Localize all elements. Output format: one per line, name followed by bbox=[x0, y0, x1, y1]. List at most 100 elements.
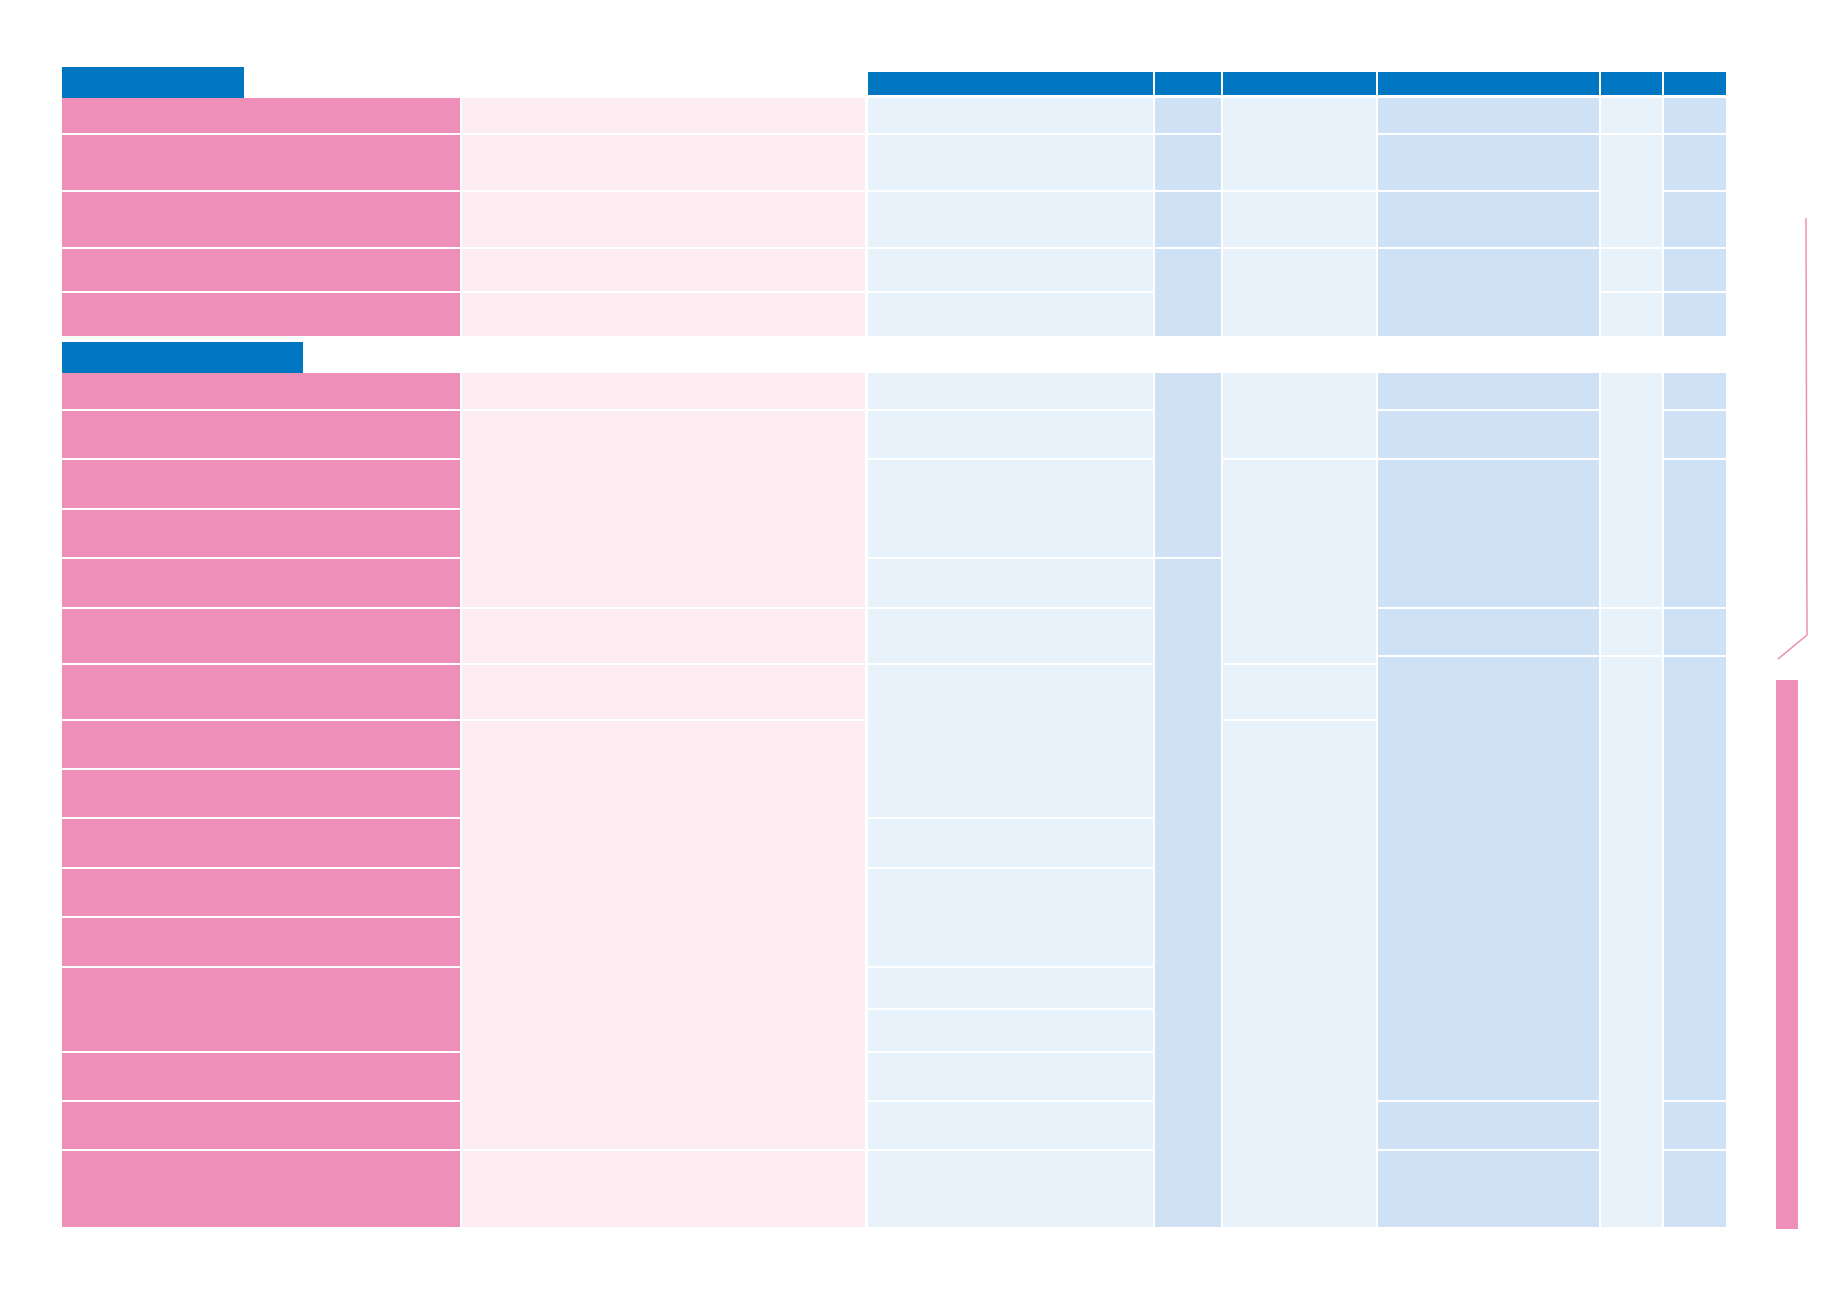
s2-row-10-label bbox=[62, 819, 460, 867]
table-header-col-1 bbox=[868, 72, 1153, 95]
s2-row-11-label bbox=[62, 869, 460, 916]
s2-desc-r1 bbox=[462, 373, 865, 409]
section-2-title-tab bbox=[62, 342, 303, 373]
s2-c3-b bbox=[1223, 460, 1376, 663]
s2-c4-a bbox=[1378, 373, 1599, 409]
s1-cell-c6-r4 bbox=[1664, 249, 1726, 291]
s2-c4-d bbox=[1378, 609, 1599, 655]
s2-c4-g bbox=[1378, 1151, 1599, 1227]
s2-desc-r7 bbox=[462, 665, 865, 719]
s1-row-5-label bbox=[62, 293, 460, 336]
s2-c2-a bbox=[1155, 373, 1221, 557]
s2-c6-d bbox=[1664, 609, 1726, 655]
s1-cell-c3-r1-2 bbox=[1223, 98, 1376, 190]
section-1-title-tab bbox=[62, 67, 244, 98]
s2-row-15-label bbox=[62, 1102, 460, 1149]
s1-row-4-label bbox=[62, 249, 460, 291]
s1-cell-c3-r4-5 bbox=[1223, 249, 1376, 336]
s1-row-2-label bbox=[62, 135, 460, 190]
s2-c3-d bbox=[1223, 721, 1376, 1227]
s1-cell-c4-r3 bbox=[1378, 192, 1599, 247]
table-header-col-2 bbox=[1155, 72, 1221, 95]
s1-cell-c2-r4-5 bbox=[1155, 249, 1221, 336]
s2-row-2-label bbox=[62, 411, 460, 458]
s2-c1-i bbox=[868, 968, 1153, 1008]
s2-c4-f bbox=[1378, 1102, 1599, 1149]
s2-c1-g bbox=[868, 819, 1153, 867]
s2-row-8-label bbox=[62, 721, 460, 768]
s2-row-7-label bbox=[62, 665, 460, 719]
s1-cell-c5-r4 bbox=[1601, 249, 1662, 291]
s2-row-16-label bbox=[62, 1151, 460, 1227]
table-header-col-5 bbox=[1601, 72, 1662, 95]
s2-row-9-label bbox=[62, 770, 460, 817]
s2-c1-m bbox=[868, 1151, 1153, 1227]
s2-row-6-label bbox=[62, 609, 460, 663]
s1-cell-c4-r1 bbox=[1378, 98, 1599, 133]
s2-c4-c bbox=[1378, 460, 1599, 607]
s2-c1-a bbox=[868, 373, 1153, 409]
s2-c1-b bbox=[868, 411, 1153, 458]
s1-cell-c6-r1 bbox=[1664, 98, 1726, 133]
s2-row-5-label bbox=[62, 559, 460, 607]
s1-cell-c5-r2-3 bbox=[1601, 135, 1662, 247]
s2-c1-h bbox=[868, 869, 1153, 966]
s1-cell-c1-r5 bbox=[868, 293, 1153, 336]
s2-c3-a bbox=[1223, 373, 1376, 458]
s1-cell-c6-r2 bbox=[1664, 135, 1726, 190]
s1-cell-c5-r5 bbox=[1601, 293, 1662, 336]
s1-cell-c4-r2 bbox=[1378, 135, 1599, 190]
s2-c4-b bbox=[1378, 411, 1599, 458]
s2-c6-f bbox=[1664, 1102, 1726, 1149]
s1-cell-c2-r2 bbox=[1155, 135, 1221, 190]
s1-cell-c2-r1 bbox=[1155, 98, 1221, 133]
s1-cell-c1-r3 bbox=[868, 192, 1153, 247]
s2-c6-g bbox=[1664, 1151, 1726, 1227]
s2-c1-c bbox=[868, 460, 1153, 557]
s1-cell-c2-r3 bbox=[1155, 192, 1221, 247]
s1-row-1-label bbox=[62, 98, 460, 133]
s2-row-3-label bbox=[62, 460, 460, 508]
side-indicator-bar bbox=[1776, 680, 1798, 1229]
s2-c4-e bbox=[1378, 657, 1599, 1100]
s2-c1-l bbox=[868, 1102, 1153, 1149]
s2-c5-b bbox=[1601, 609, 1662, 655]
s2-row-1-label bbox=[62, 373, 460, 409]
s1-row-3-label bbox=[62, 192, 460, 247]
s1-cell-c1-r2 bbox=[868, 135, 1153, 190]
s1-row-3-desc bbox=[462, 192, 865, 247]
s1-cell-c5-r1 bbox=[1601, 98, 1662, 133]
s1-cell-c6-r3 bbox=[1664, 192, 1726, 247]
s2-c6-b bbox=[1664, 411, 1726, 458]
s1-cell-c1-r4 bbox=[868, 249, 1153, 291]
s2-row-14-label bbox=[62, 1053, 460, 1100]
s2-c1-k bbox=[868, 1053, 1153, 1100]
table-header-col-3 bbox=[1223, 72, 1376, 95]
s2-c5-a bbox=[1601, 373, 1662, 607]
s1-row-5-desc bbox=[462, 293, 865, 336]
s2-c2-b bbox=[1155, 559, 1221, 1227]
s2-c3-c bbox=[1223, 665, 1376, 719]
s1-cell-c1-r1 bbox=[868, 98, 1153, 133]
table-header-col-6 bbox=[1664, 72, 1726, 95]
s1-cell-c4-r4-5 bbox=[1378, 249, 1599, 336]
s2-desc-r6 bbox=[462, 609, 865, 663]
s1-row-4-desc bbox=[462, 249, 865, 291]
s2-c1-f bbox=[868, 665, 1153, 817]
s1-cell-c6-r5 bbox=[1664, 293, 1726, 336]
s2-row-4-label bbox=[62, 510, 460, 557]
s1-cell-c3-r3 bbox=[1223, 192, 1376, 247]
s2-c6-c bbox=[1664, 460, 1726, 607]
s2-desc-r8-15 bbox=[462, 721, 865, 1149]
s2-c6-e bbox=[1664, 657, 1726, 1100]
s2-row-12-label bbox=[62, 918, 460, 966]
s1-row-2-desc bbox=[462, 135, 865, 190]
s2-c1-e bbox=[868, 609, 1153, 663]
s2-c1-d bbox=[868, 559, 1153, 607]
s2-c5-c bbox=[1601, 657, 1662, 1227]
s2-c1-j bbox=[868, 1010, 1153, 1051]
s2-desc-r2-5 bbox=[462, 411, 865, 607]
s2-desc-r16 bbox=[462, 1151, 865, 1227]
s2-row-13-label bbox=[62, 968, 460, 1051]
